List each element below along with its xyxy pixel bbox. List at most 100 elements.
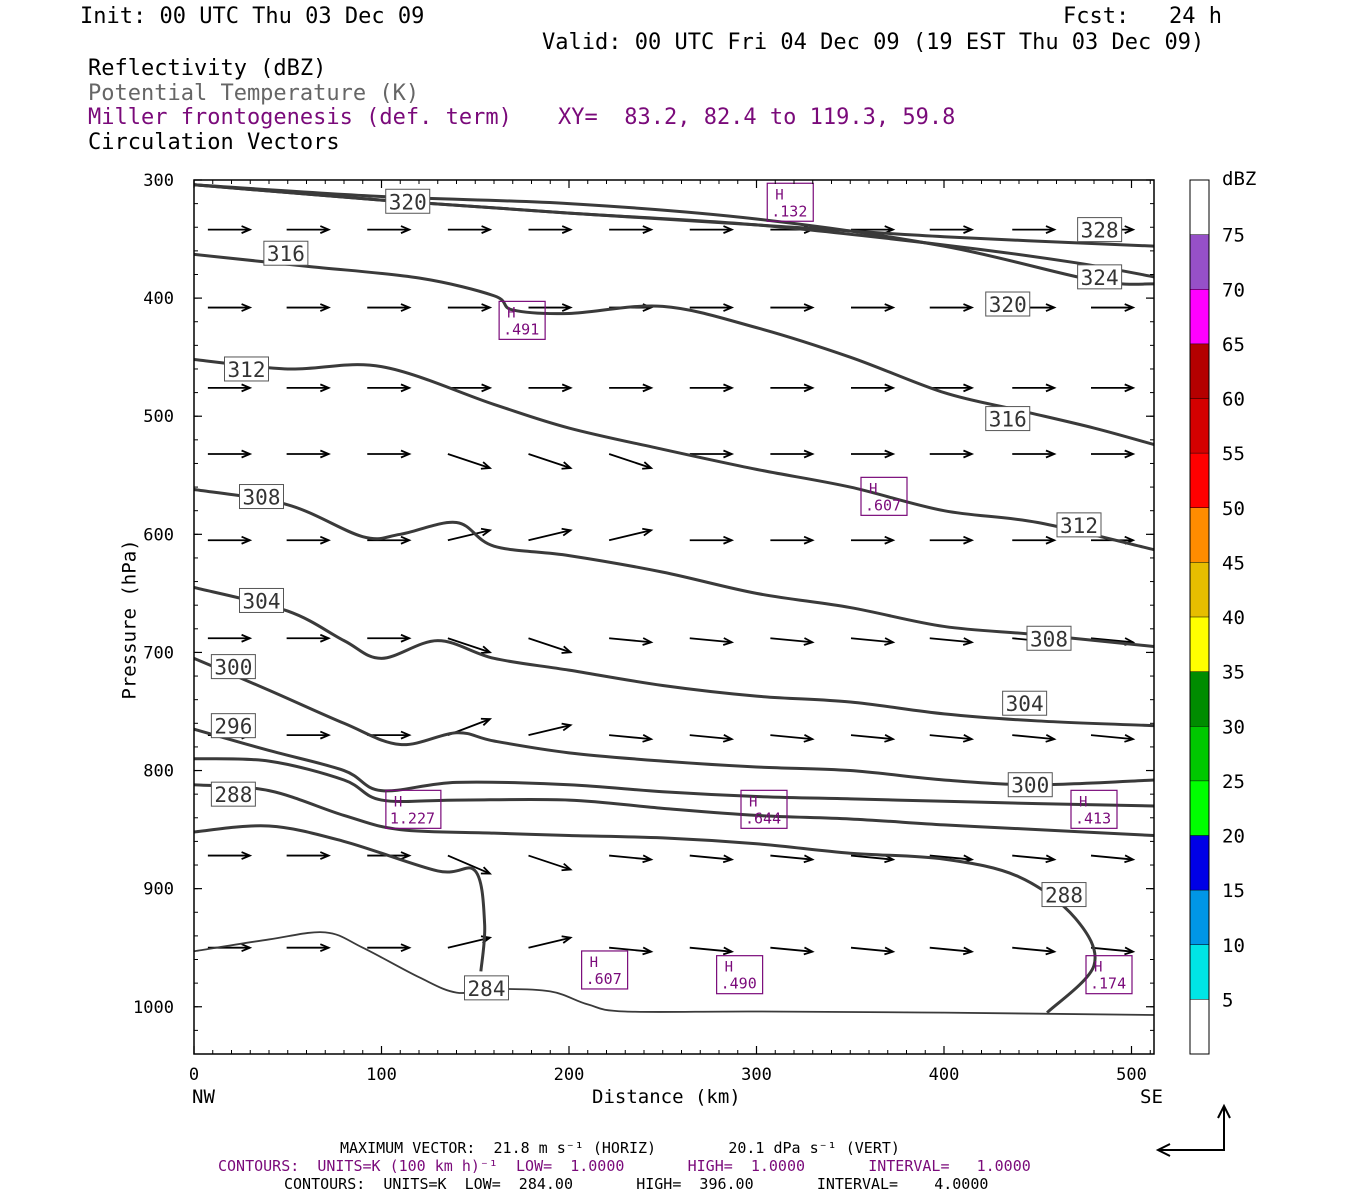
circulation-vector-head (319, 449, 331, 459)
circulation-vector-head (884, 734, 896, 743)
circulation-vector-head (803, 449, 815, 459)
x-end-right: SE (1140, 1086, 1163, 1108)
circulation-vector-head (884, 946, 896, 956)
theta-contour-320 (194, 183, 1154, 286)
circulation-vector-head (962, 734, 975, 743)
y-tick-label: 900 (143, 880, 174, 900)
circulation-vector-head (963, 225, 975, 234)
colorbar-swatch (1190, 835, 1209, 891)
x-tick-label: 400 (929, 1065, 960, 1085)
circulation-vector-head (319, 851, 331, 860)
circulation-vector (608, 529, 652, 542)
contour-label-box (263, 240, 309, 266)
miller-max-box (766, 182, 814, 222)
miller-max-marker: H (775, 187, 783, 203)
x-tick-label: 0 (189, 1065, 199, 1085)
circulation-vector (609, 637, 652, 644)
miller-max-marker: H (725, 960, 733, 976)
contour-label-box (239, 484, 284, 510)
circulation-vector-head (480, 645, 493, 654)
circulation-vector-head (241, 303, 253, 312)
colorbar: 5 10 15 20 25 30 35 40 45 50 55 60 65 70 75 (1189, 179, 1245, 1055)
miller-max-box (581, 950, 629, 990)
circulation-vector-head (963, 449, 975, 459)
circulation-vector-head (241, 383, 253, 393)
circulation-vector-head (1045, 449, 1057, 459)
circulation-vector (770, 734, 813, 741)
vector-scale-icon (1155, 1103, 1231, 1157)
colorbar-swatch (1190, 671, 1209, 727)
axes: 0 100 200 300 400 500 300 400 500 600 700 800 900 100… (133, 171, 1154, 1085)
miller-max-box (716, 955, 764, 995)
contour-label-box (385, 188, 431, 214)
circulation-vector (850, 637, 894, 644)
circulation-vector (850, 854, 894, 861)
circulation-vector (528, 529, 571, 542)
circulation-vector-head (319, 943, 331, 953)
colorbar-label: 40 (1222, 607, 1245, 629)
colorbar-label: 65 (1222, 334, 1245, 356)
legend-miller: Miller frontogenesis (def. term) (88, 105, 512, 130)
colorbar-label: 70 (1222, 279, 1245, 301)
colorbar-label: 55 (1222, 443, 1245, 465)
circulation-vector-head (803, 854, 815, 864)
circulation-vector (1090, 946, 1134, 953)
circulation-vector (609, 734, 652, 741)
colorbar-label: 35 (1222, 662, 1245, 684)
colorbar-swatch (1190, 726, 1209, 781)
circulation-vector-head (642, 946, 654, 956)
init-time: Init: 00 UTC Thu 03 Dec 09 (80, 4, 425, 29)
circulation-vector-head (1124, 449, 1136, 459)
circulation-vector-head (561, 303, 573, 312)
miller-max-marker: H (1094, 960, 1102, 976)
miller-max-value: .132 (771, 202, 807, 220)
y-tick-label: 300 (143, 171, 174, 191)
circulation-vector-head (722, 946, 735, 956)
y-tick-label: 1000 (133, 998, 174, 1018)
circulation-vector-head (1124, 303, 1136, 312)
circulation-vector-head (723, 449, 735, 459)
circulation-vector (447, 637, 491, 654)
miller-maxima: H.132H.491H.607H1.227H.644H.413H.607H.49… (385, 182, 1133, 995)
circulation-vector-head (1124, 225, 1136, 234)
x-tick-label: 500 (1116, 1065, 1147, 1085)
circulation-vector-head (319, 633, 331, 643)
circulation-vector (1012, 854, 1055, 861)
circulation-vector-head (241, 449, 253, 459)
contour-label-box (210, 781, 256, 807)
circulation-vector-head (481, 303, 493, 312)
circulation-vector-head (561, 461, 573, 470)
circulation-vector-head (723, 383, 735, 393)
circulation-vector (1090, 734, 1134, 741)
circulation-vector-head (480, 461, 493, 470)
circulation-vector-head (400, 633, 412, 643)
miller-max-box (740, 789, 788, 829)
circulation-vector-head (561, 862, 573, 872)
miller-max-value: .174 (1090, 975, 1126, 993)
contour-label: 300 (214, 656, 252, 680)
circulation-vector (528, 854, 571, 871)
circulation-vector (528, 936, 571, 949)
circulation-vector-head (884, 637, 896, 646)
circulation-vector (447, 854, 491, 875)
circulation-vector-head (803, 303, 815, 312)
circulation-vector-head (962, 637, 975, 646)
theta-contour-296 (194, 727, 1154, 808)
contour-label-box (985, 406, 1031, 432)
circulation-vector-head (884, 535, 896, 545)
circulation-vector (689, 734, 732, 741)
colorbar-swatch (1190, 999, 1209, 1054)
contour-labels: 320 328 324 320 316 316 312 312 308 308 304 304 300 3… (210, 188, 1123, 1001)
circulation-vector-head (480, 527, 493, 537)
circulation-vector-head (561, 527, 573, 537)
circulation-vector-head (723, 535, 735, 545)
footer-contours-miller: CONTOURS: UNITS=K (100 km h)⁻¹ LOW= 1.00… (218, 1157, 1031, 1175)
circulation-vector-head (561, 225, 573, 234)
circulation-vector-head (480, 866, 492, 875)
circulation-vector-head (241, 535, 253, 545)
circulation-vector-head (642, 734, 654, 743)
miller-max-value: .490 (721, 975, 757, 993)
colorbar-label: 20 (1222, 826, 1245, 848)
contour-label: 284 (468, 977, 506, 1001)
miller-max-value: 1.227 (390, 809, 435, 827)
